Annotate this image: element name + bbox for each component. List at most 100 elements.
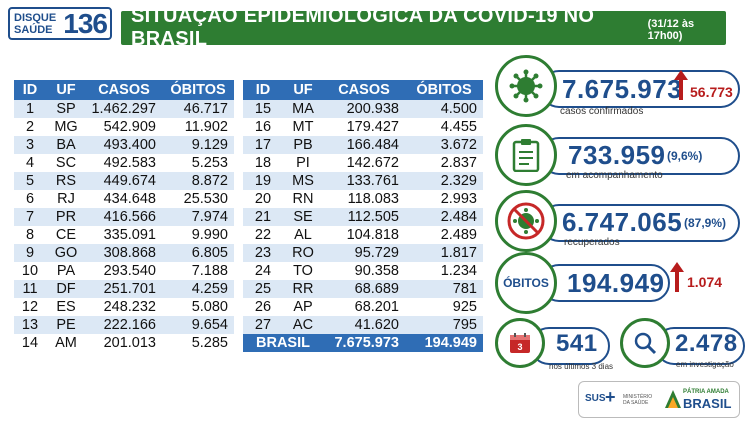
table-row: 23 RO 95.729 1.817 <box>243 244 483 262</box>
sus-logo: SUS <box>585 393 606 404</box>
cell-id: 2 <box>25 119 35 135</box>
cell-id: 16 <box>254 119 272 135</box>
table-row: 26 AP 68.201 925 <box>243 298 483 316</box>
cell-casos: 179.427 <box>346 119 399 135</box>
cell-casos: 542.909 <box>103 119 156 135</box>
cell-casos: 68.689 <box>323 280 405 298</box>
table-row: 8 CE 335.091 9.990 <box>14 226 234 244</box>
cell-id: 23 <box>243 244 283 262</box>
table-header-row: ID UF CASOS ÓBITOS <box>14 80 234 100</box>
logo-number: 136 <box>63 8 108 39</box>
cell-obitos: 5.253 <box>191 155 228 171</box>
recuperados-caption: recuperados <box>564 237 620 248</box>
cell-id: 12 <box>21 299 39 315</box>
table-row: 24 TO 90.358 1.234 <box>243 262 483 280</box>
table-row: 22 AL 104.818 2.489 <box>243 226 483 244</box>
table-header-row: ID UF CASOS ÓBITOS <box>243 80 483 100</box>
cell-uf: RS <box>46 172 86 190</box>
table-row: 3 BA 493.400 9.129 <box>14 136 234 154</box>
cell-obitos: 1.817 <box>405 244 483 262</box>
table-row: 6 RJ 434.648 25.530 <box>14 190 234 208</box>
cell-uf: SE <box>283 208 323 226</box>
cell-casos: 248.232 <box>103 299 156 315</box>
logo-line2: SAÚDE <box>14 24 53 36</box>
table-row: 16 MT 179.427 4.455 <box>243 118 483 136</box>
investigacao-pill <box>655 327 745 365</box>
cell-id: 13 <box>14 316 46 334</box>
footer-logos: SUS + MINISTÉRIO DA SAÚDE PÁTRIA AMADA B… <box>578 381 740 418</box>
report-date: (31/12 às 17h00) <box>647 18 695 42</box>
table-row: 25 RR 68.689 781 <box>243 280 483 298</box>
table-row: 2 MG 542.909 11.902 <box>14 118 234 136</box>
cell-id: 1 <box>14 100 46 118</box>
cell-casos: 434.648 <box>103 191 156 207</box>
magnifier-icon <box>634 332 657 355</box>
column-header: ÓBITOS <box>405 80 483 100</box>
cell-uf: MT <box>292 119 314 135</box>
table-row: 11 DF 251.701 4.259 <box>14 280 234 298</box>
cell-id: 15 <box>243 100 283 118</box>
cell-casos: 493.400 <box>86 136 162 154</box>
cell-id: 14 <box>21 335 39 351</box>
clipboard-icon <box>512 139 540 172</box>
cell-uf: RR <box>283 280 323 298</box>
cell-casos: 201.013 <box>103 335 156 351</box>
investigacao-value: 2.478 <box>675 330 738 357</box>
cell-uf: BA <box>46 136 86 154</box>
acompanhamento-value: 733.959 <box>568 140 666 170</box>
cell-obitos: 4.500 <box>405 100 483 118</box>
recuperados-value: 6.747.065 <box>562 207 683 237</box>
cell-obitos: 9.654 <box>162 316 234 334</box>
cell-uf: GO <box>46 244 86 262</box>
cell-casos: 449.674 <box>86 172 162 190</box>
acompanhamento-circle <box>495 124 557 186</box>
cell-uf: MA <box>283 100 323 118</box>
cell-casos: 222.166 <box>86 316 162 334</box>
cell-id: 26 <box>254 299 272 315</box>
column-header: ÓBITOS <box>162 80 234 100</box>
title-banner: SITUAÇÃO EPIDEMIOLÓGICA DA COVID-19 NO B… <box>121 5 726 50</box>
acompanhamento-caption: em acompanhamento <box>566 170 663 181</box>
cell-casos: 95.729 <box>323 244 405 262</box>
page-title: SITUAÇÃO EPIDEMIOLÓGICA DA COVID-19 NO B… <box>131 5 595 50</box>
table-row: 9 GO 308.868 6.805 <box>14 244 234 262</box>
cell-uf: DF <box>46 280 86 298</box>
cell-id: 25 <box>243 280 283 298</box>
table-row: 13 PE 222.166 9.654 <box>14 316 234 334</box>
obitos-pill <box>540 264 670 302</box>
brasil-label: BRASIL <box>683 396 732 411</box>
cell-obitos: 11.902 <box>184 119 228 135</box>
cell-obitos: 4.259 <box>162 280 234 298</box>
disque-saude-logo: DISQUE SAÚDE 136 <box>8 7 112 40</box>
calendar-number: 3 <box>517 342 522 352</box>
investigacao-circle <box>620 318 670 368</box>
cell-casos: 200.938 <box>323 100 405 118</box>
table-row: 20 RN 118.083 2.993 <box>243 190 483 208</box>
cell-id: 8 <box>25 227 35 243</box>
cell-uf: PB <box>283 136 323 154</box>
table-row: 27 AC 41.620 795 <box>243 316 483 334</box>
table-row: 17 PB 166.484 3.672 <box>243 136 483 154</box>
cell-casos: 293.540 <box>103 263 156 279</box>
cell-id: 7 <box>14 208 46 226</box>
calendar-icon: 3 <box>510 333 530 353</box>
cell-uf: AM <box>55 335 77 351</box>
patria-label: PÁTRIA AMADA <box>683 389 729 395</box>
column-header: UF <box>283 80 323 100</box>
total-label: BRASIL <box>243 334 323 352</box>
ultimos-circle: 3 <box>495 318 545 368</box>
cell-id: 6 <box>25 191 35 207</box>
cell-obitos: 46.717 <box>162 100 234 118</box>
cell-obitos: 8.872 <box>162 172 234 190</box>
obitos-label: ÓBITOS <box>503 276 549 290</box>
plus-icon: + <box>605 387 616 407</box>
virus-icon <box>509 69 543 103</box>
cell-obitos: 6.805 <box>162 244 234 262</box>
total-row: BRASIL 7.675.973 194.949 <box>243 334 483 352</box>
arrow-up-icon <box>670 262 684 292</box>
cell-uf: TO <box>293 263 313 279</box>
obitos-circle: ÓBITOS <box>495 252 557 314</box>
cell-obitos: 2.837 <box>440 155 477 171</box>
cell-id: 21 <box>243 208 283 226</box>
cell-uf: ES <box>56 299 76 315</box>
